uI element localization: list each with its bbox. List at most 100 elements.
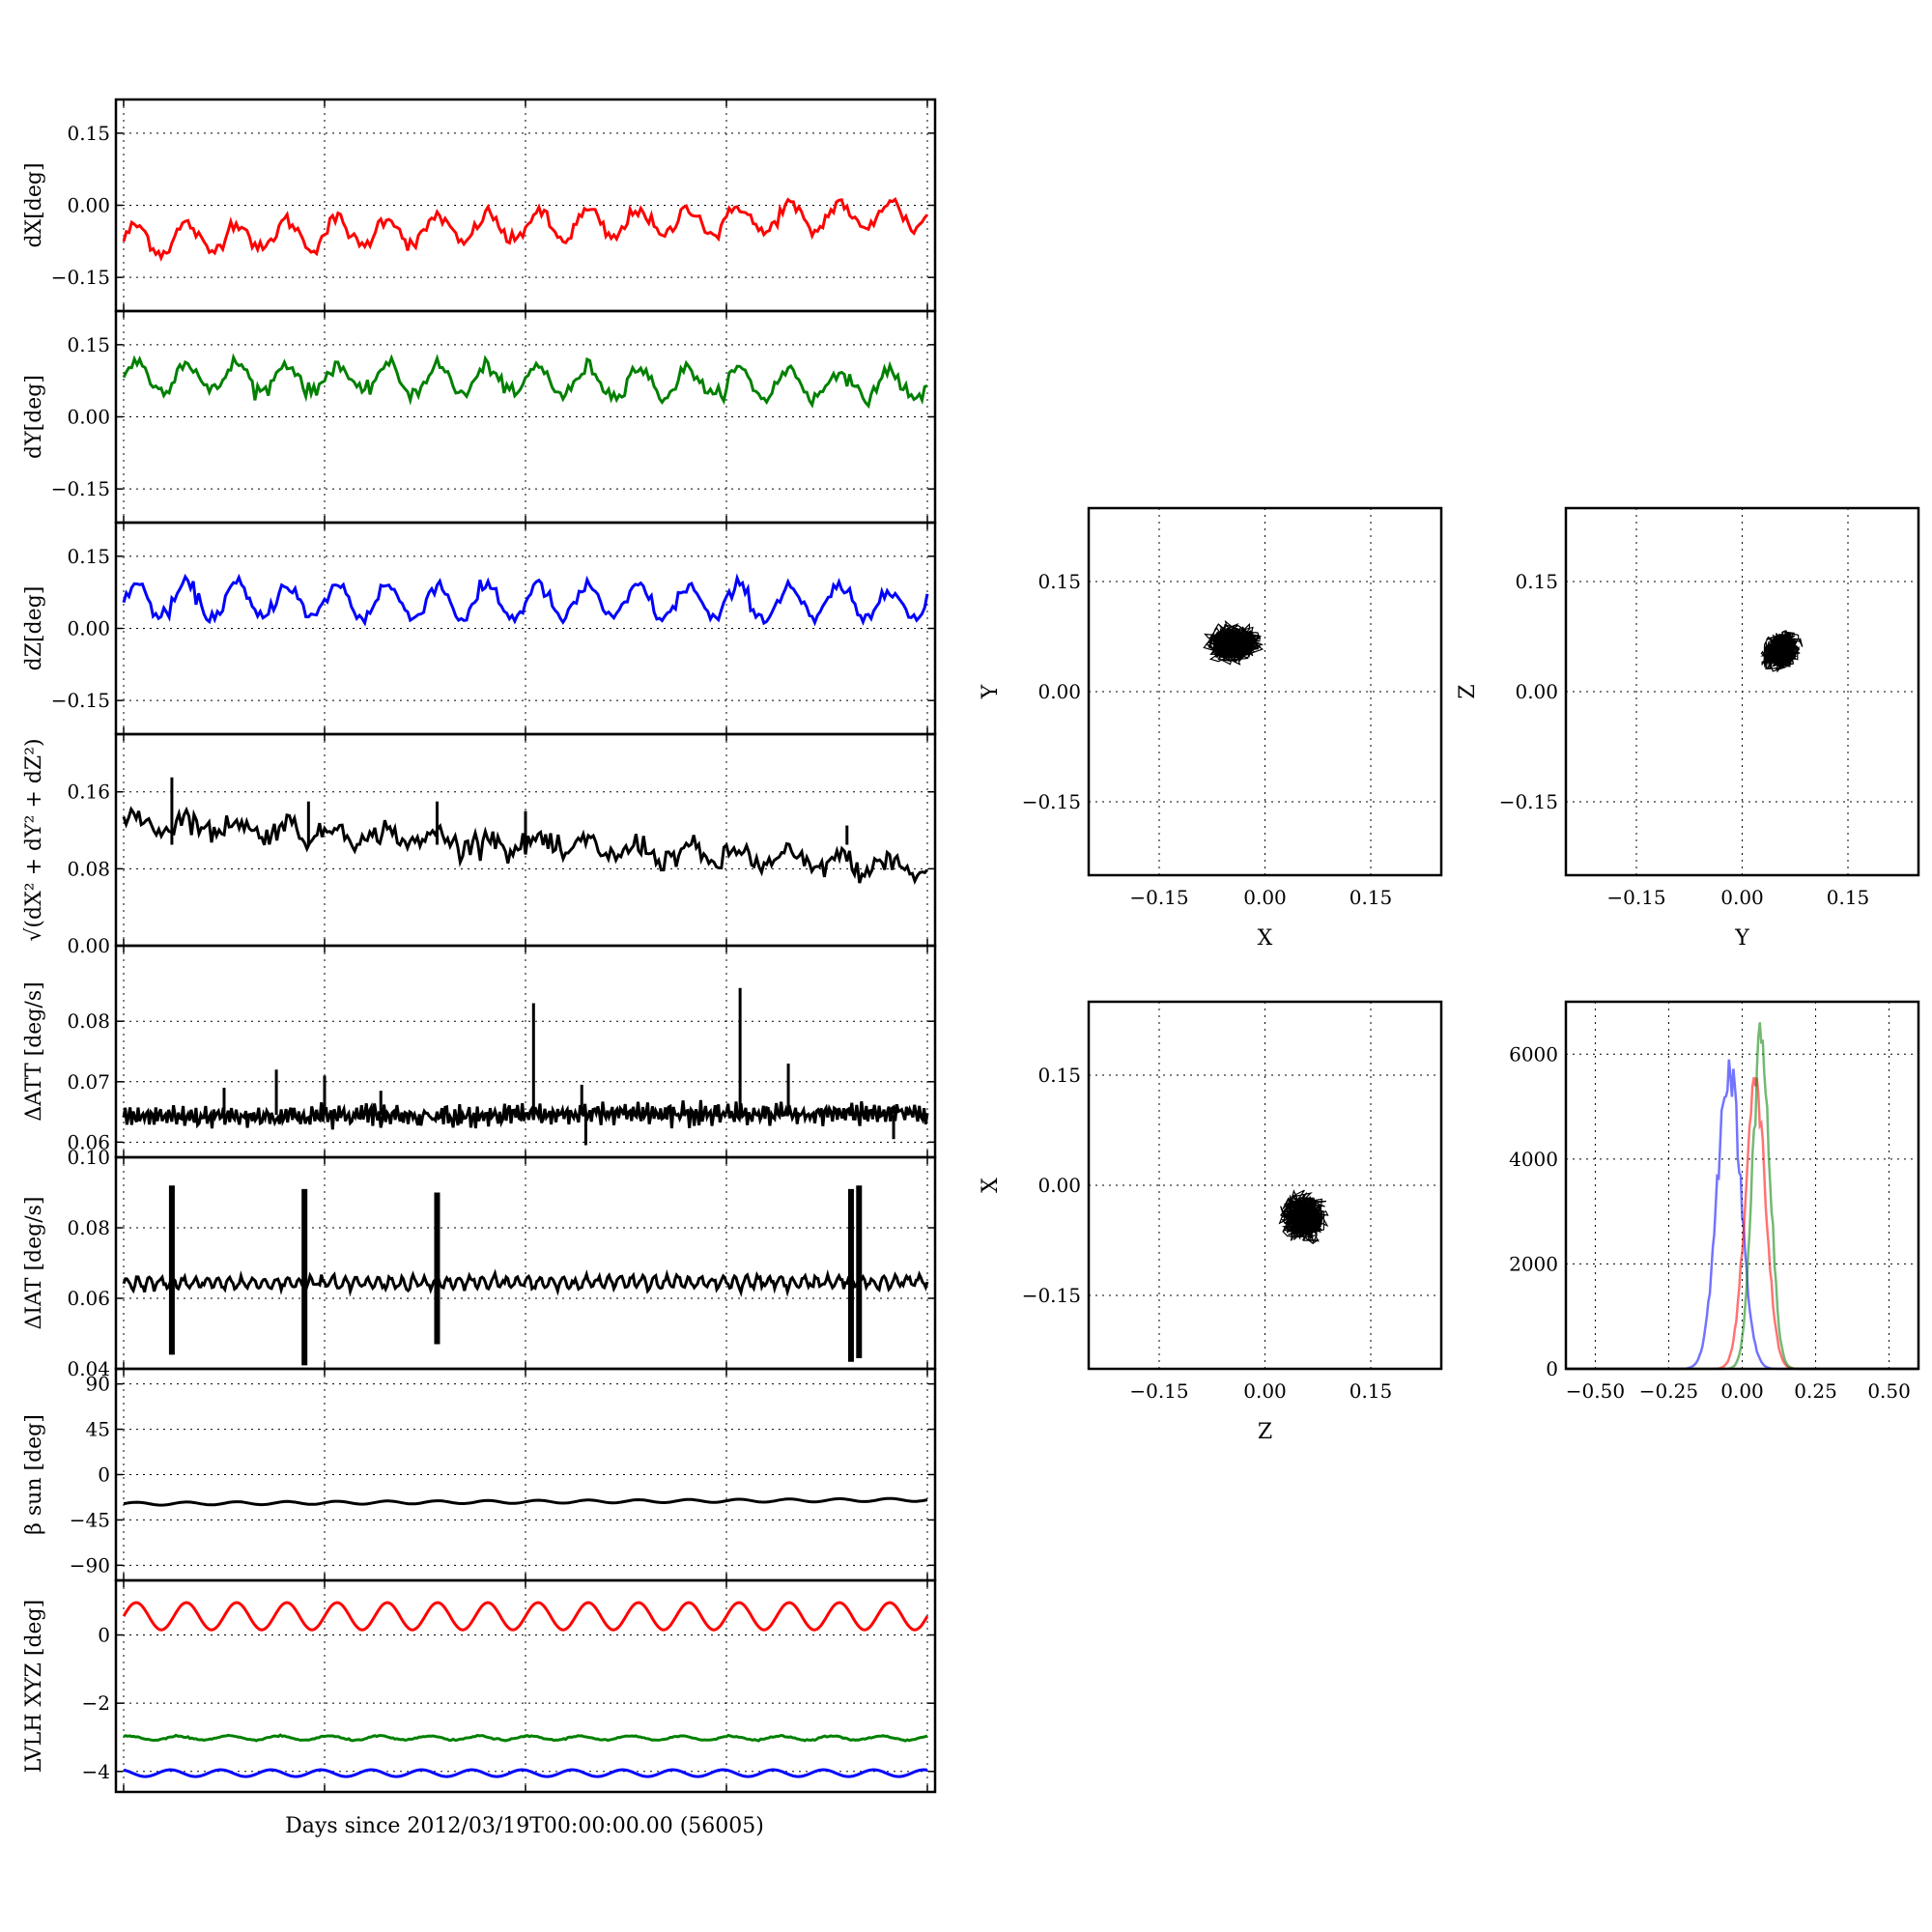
series-line xyxy=(122,1268,929,1297)
y-tick-label: −2 xyxy=(82,1691,110,1715)
bottom-xlabel: Days since 2012/03/19T00:00:00.00 (56005… xyxy=(285,1814,764,1838)
panel-scatter-yz: −0.15 −0.15 0.00 0.00 0.15 0.15 Y Z xyxy=(1456,506,1920,951)
series-line xyxy=(123,1733,928,1743)
panel-histogram: −0.50 −0.25 0.00 0.25 0.50 6000 4000 2000 0 xyxy=(1509,1000,1920,1403)
y-tick-label: 0.00 xyxy=(67,194,110,217)
x-tick-label: 0.00 xyxy=(1243,886,1287,909)
x-tick-label: 0.00 xyxy=(1243,1379,1287,1403)
panel-norm: 0.16 0.08 0.00 √(dX² + dY² + dZ²) xyxy=(22,732,937,957)
y-axis-label: dX[deg] xyxy=(22,162,46,247)
y-tick-label: −0.15 xyxy=(51,689,110,712)
x-tick-label: 0.00 xyxy=(1720,886,1764,909)
x-tick-label: 0.15 xyxy=(1350,1379,1393,1403)
y-tick-label: 0.00 xyxy=(67,406,110,429)
y-tick-label: 0.15 xyxy=(1037,570,1081,593)
x-tick-label: 0.15 xyxy=(1350,886,1393,909)
y-tick-label: 0.08 xyxy=(67,1216,110,1239)
axes-frame xyxy=(1564,506,1920,877)
y-axis-label: Z xyxy=(1456,684,1480,698)
y-tick-label: 0.00 xyxy=(1515,680,1558,703)
y-tick-label: 0.15 xyxy=(67,333,110,356)
scatter-trace xyxy=(1760,630,1804,673)
series-line xyxy=(123,1768,928,1778)
y-axis-label: ΔATT [deg/s] xyxy=(22,981,46,1121)
y-tick-label: 4000 xyxy=(1509,1148,1558,1171)
y-tick-label: 45 xyxy=(86,1418,110,1441)
axes-frame xyxy=(1087,1000,1443,1371)
axes-frame xyxy=(114,1155,937,1371)
y-axis-label: dZ[deg] xyxy=(22,586,46,671)
y-tick-label: −90 xyxy=(70,1553,110,1577)
axes-frame xyxy=(114,944,937,1159)
series-line xyxy=(122,197,929,262)
x-tick-label: −0.50 xyxy=(1566,1379,1625,1403)
y-tick-label: −0.15 xyxy=(51,266,110,289)
x-axis-label: Y xyxy=(1734,926,1749,951)
y-tick-label: 0.00 xyxy=(1037,680,1081,703)
y-tick-label: 0 xyxy=(1546,1357,1558,1380)
series-line xyxy=(122,1601,929,1632)
y-tick-label: 0.07 xyxy=(67,1070,110,1094)
series-line xyxy=(122,353,928,410)
y-tick-label: 0 xyxy=(98,1624,110,1647)
axes-frame xyxy=(1087,506,1443,877)
series-line xyxy=(122,1099,929,1130)
y-axis-label: ΔIAT [deg/s] xyxy=(22,1197,46,1330)
y-tick-label: 0.16 xyxy=(67,781,110,804)
y-tick-label: 2000 xyxy=(1509,1252,1558,1275)
y-tick-label: 0.15 xyxy=(1515,570,1558,593)
y-tick-label: −0.15 xyxy=(1499,790,1558,813)
panel-scatter-xy: −0.15 −0.15 0.00 0.00 0.15 0.15 X Y xyxy=(979,506,1443,951)
y-tick-label: 0.00 xyxy=(67,934,110,957)
x-tick-label: 0.00 xyxy=(1720,1379,1764,1403)
x-axis-label: X xyxy=(1258,926,1273,951)
y-axis-label: LVLH XYZ [deg] xyxy=(22,1600,46,1774)
y-tick-label: 0.10 xyxy=(67,1146,110,1169)
y-tick-label: 0.15 xyxy=(67,545,110,568)
histogram-step xyxy=(1566,1059,1918,1371)
y-axis-label: Y xyxy=(979,684,1003,699)
y-tick-label: 0 xyxy=(98,1463,110,1487)
x-tick-label: −0.15 xyxy=(1129,886,1188,909)
y-axis-label: dY[deg] xyxy=(22,375,46,459)
panel-delta-iat: 0.10 0.08 0.06 0.04 ΔIAT [deg/s] xyxy=(22,1146,937,1380)
y-tick-label: 0.08 xyxy=(67,857,110,880)
x-tick-label: −0.15 xyxy=(1129,1379,1188,1403)
panel-scatter-zx: −0.15 −0.15 0.00 0.00 0.15 0.15 Z X xyxy=(979,1000,1443,1444)
y-tick-label: 0.00 xyxy=(1037,1174,1081,1197)
y-tick-label: −0.15 xyxy=(51,477,110,500)
x-tick-label: 0.50 xyxy=(1867,1379,1911,1403)
y-axis-label: √(dX² + dY² + dZ²) xyxy=(22,738,46,941)
y-tick-label: 0.06 xyxy=(67,1130,110,1153)
y-tick-label: 90 xyxy=(86,1373,110,1396)
y-tick-label: −0.15 xyxy=(1022,790,1081,813)
panel-beta-sun: 90 45 0 −45 −90 β sun [deg] xyxy=(22,1367,937,1582)
series-line xyxy=(123,1496,928,1507)
axes-frame xyxy=(114,1578,937,1794)
y-tick-label: 0.15 xyxy=(1037,1064,1081,1087)
x-tick-label: 0.15 xyxy=(1827,886,1870,909)
panel-delta-att: 0.08 0.07 0.06 ΔATT [deg/s] xyxy=(22,944,937,1159)
y-tick-label: −45 xyxy=(70,1508,110,1531)
series-line xyxy=(122,573,929,627)
panel-lvlh: 0 −2 −4 LVLH XYZ [deg] xyxy=(22,1578,937,1794)
scatter-trace xyxy=(1278,1189,1329,1244)
scatter-trace xyxy=(1203,619,1264,666)
y-tick-label: 0.15 xyxy=(67,122,110,145)
y-tick-label: 0.00 xyxy=(67,617,110,640)
axes-frame xyxy=(1564,1000,1920,1371)
y-axis-label: β sun [deg] xyxy=(22,1414,46,1535)
y-tick-label: 0.08 xyxy=(67,1009,110,1033)
x-axis-label: Z xyxy=(1258,1420,1272,1444)
y-axis-label: X xyxy=(979,1178,1003,1193)
y-tick-label: 0.06 xyxy=(67,1287,110,1310)
series-line xyxy=(122,806,929,885)
y-tick-label: −4 xyxy=(82,1760,110,1783)
y-tick-label: −0.15 xyxy=(1022,1284,1081,1307)
x-tick-label: −0.25 xyxy=(1639,1379,1698,1403)
x-tick-label: −0.15 xyxy=(1606,886,1665,909)
